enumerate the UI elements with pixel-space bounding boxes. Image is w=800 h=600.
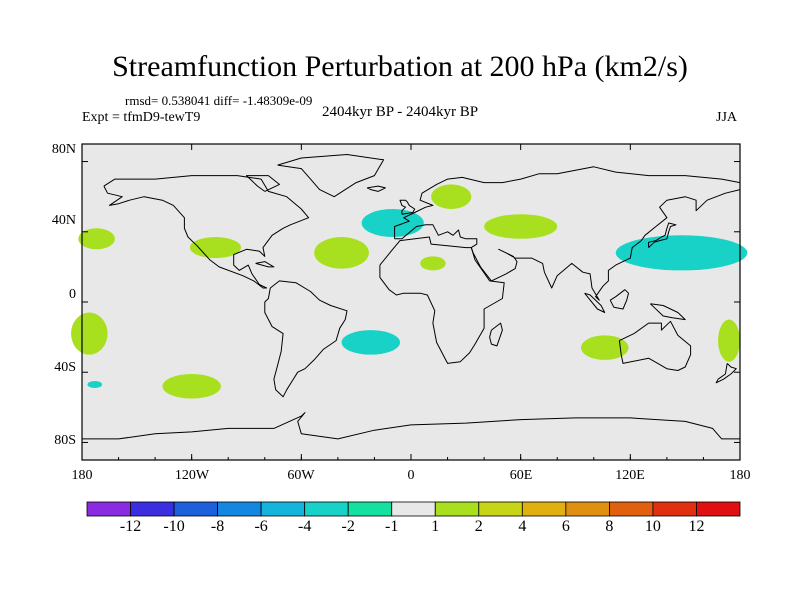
colorbar-box-10	[521, 501, 567, 517]
lon-label-180w: 180	[71, 468, 93, 483]
lat-label-equator: 0	[69, 287, 76, 302]
colorbar-box-13	[652, 501, 697, 517]
coastline-new-guinea	[650, 303, 686, 321]
colorbar-label: -6	[254, 518, 268, 535]
lon-label-120w: 120W	[174, 468, 210, 483]
coastline-japan	[648, 222, 677, 248]
anomaly-region-3	[420, 256, 446, 271]
coastline-eurasia	[394, 166, 741, 301]
colorbar-label: 12	[688, 518, 705, 535]
coastline-cuba	[255, 261, 275, 268]
anomaly-layer	[71, 184, 748, 399]
coastline-great-britain	[399, 199, 416, 215]
colorbar-label: -8	[210, 518, 225, 535]
colorbar-box-4	[260, 501, 306, 517]
colorbar-box-9	[478, 501, 523, 517]
coastline-africa	[379, 236, 505, 364]
colorbar-label: -2	[341, 518, 355, 535]
coastline-antarctica	[82, 412, 740, 440]
colorbar-box-3	[217, 501, 262, 517]
colorbar-label: 10	[644, 518, 661, 535]
colorbar-box-5	[304, 501, 349, 517]
colorbar-label: -10	[163, 518, 185, 535]
coastline-iceland	[366, 185, 386, 192]
lat-label-80n: 80N	[51, 142, 76, 157]
coastline-south-america	[264, 280, 348, 398]
coastline-new-zealand	[715, 363, 737, 384]
coastline-madagascar	[489, 322, 503, 347]
colorbar-box-11	[565, 501, 610, 517]
coastline-baffin-island	[246, 175, 280, 192]
lat-label-40s: 40S	[54, 360, 76, 375]
coastline-north-america	[103, 175, 310, 289]
map-background	[82, 144, 740, 460]
colorbar-label: -4	[297, 518, 312, 535]
anomaly-region-7	[189, 237, 242, 259]
anomaly-region-11	[71, 312, 108, 355]
anomaly-region-9	[580, 335, 629, 360]
colorbar-label: 2	[474, 518, 483, 535]
anomaly-region-10	[162, 373, 221, 399]
coastline-greenland	[277, 154, 385, 198]
anomaly-region-13	[87, 381, 103, 389]
coastline-sumatra	[584, 292, 606, 313]
coastline-australia	[618, 320, 692, 371]
colorbar-label: 6	[561, 518, 570, 535]
lon-label-0: 0	[407, 468, 415, 483]
colorbar-label: 8	[605, 518, 614, 535]
colorbar-box-1	[130, 501, 175, 517]
anomaly-region-2	[314, 237, 369, 269]
colorbar-label: 1	[431, 518, 440, 535]
colorbar	[86, 501, 741, 517]
axis-ticks	[81, 144, 741, 460]
anomaly-region-6	[78, 228, 115, 250]
chart-title: Streamfunction Perturbation at 200 hPa (…	[112, 50, 688, 83]
colorbar-box-8	[434, 501, 480, 517]
anomaly-region-5	[615, 235, 748, 271]
experiment-label: Expt = tfmD9-tewT9	[82, 110, 201, 125]
anomaly-region-8	[341, 330, 401, 355]
anomaly-region-12	[718, 319, 740, 362]
colorbar-box-6	[347, 501, 393, 517]
period-label: 2404kyr BP - 2404kyr BP	[322, 104, 479, 120]
anomaly-region-1	[431, 184, 472, 209]
colorbar-box-12	[609, 501, 654, 517]
lat-label-40n: 40N	[51, 213, 76, 228]
lon-label-60e: 60E	[509, 468, 533, 483]
colorbar-box-2	[173, 501, 218, 517]
colorbar-box-7	[391, 501, 436, 517]
coastline-borneo	[609, 289, 629, 310]
season-label: JJA	[716, 110, 738, 125]
lon-label-180e: 180	[729, 468, 751, 483]
anomaly-region-4	[484, 214, 558, 239]
colorbar-label: 4	[518, 518, 527, 535]
colorbar-label: -12	[119, 518, 142, 535]
lat-label-80s: 80S	[54, 433, 76, 448]
anomaly-region-0	[361, 208, 424, 238]
colorbar-label: -1	[385, 518, 399, 535]
colorbar-box-0	[86, 501, 131, 517]
lon-label-60w: 60W	[287, 468, 315, 483]
stats-line: rmsd= 0.538041 diff= -1.48309e-09	[125, 93, 313, 108]
lon-label-120e: 120E	[615, 468, 645, 483]
colorbar-box-14	[696, 501, 741, 517]
coastline-layer	[82, 154, 741, 440]
